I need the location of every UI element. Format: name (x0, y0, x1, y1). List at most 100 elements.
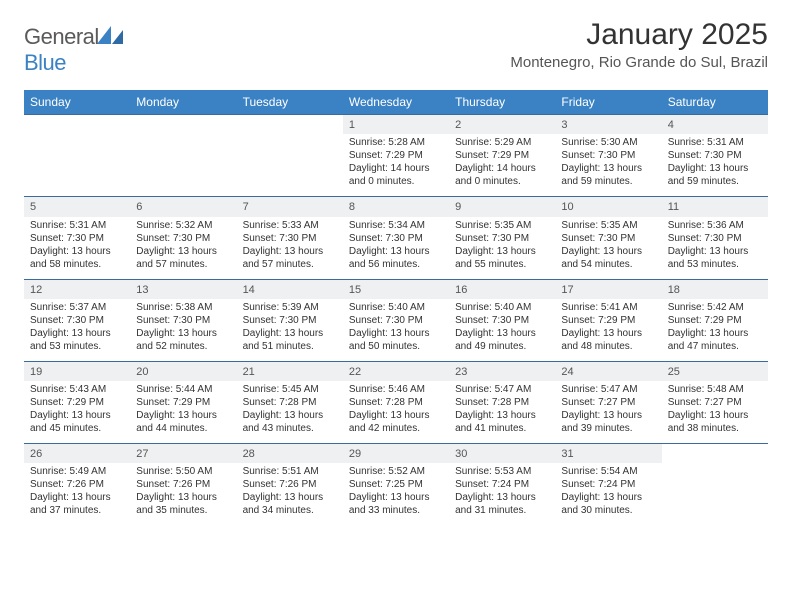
calendar-week: 12Sunrise: 5:37 AMSunset: 7:30 PMDayligh… (24, 279, 768, 361)
day-data: Sunrise: 5:32 AMSunset: 7:30 PMDaylight:… (130, 217, 236, 279)
daylight-line: Daylight: 13 hours and 59 minutes. (561, 162, 655, 188)
day-number: 23 (449, 362, 555, 381)
day-number-empty (237, 115, 343, 133)
calendar-cell: 9Sunrise: 5:35 AMSunset: 7:30 PMDaylight… (449, 197, 555, 279)
sunrise-line: Sunrise: 5:51 AM (243, 465, 337, 478)
calendar-cell: 6Sunrise: 5:32 AMSunset: 7:30 PMDaylight… (130, 197, 236, 279)
day-data: Sunrise: 5:36 AMSunset: 7:30 PMDaylight:… (662, 217, 768, 279)
month-title: January 2025 (510, 18, 768, 52)
logo-sail-icon (97, 24, 123, 42)
calendar-cell: 17Sunrise: 5:41 AMSunset: 7:29 PMDayligh… (555, 279, 661, 361)
calendar-header-row: Sunday Monday Tuesday Wednesday Thursday… (24, 90, 768, 115)
sunset-line: Sunset: 7:30 PM (136, 232, 230, 245)
calendar-cell (24, 115, 130, 197)
day-number: 31 (555, 444, 661, 463)
sunrise-line: Sunrise: 5:47 AM (455, 383, 549, 396)
calendar-week: 19Sunrise: 5:43 AMSunset: 7:29 PMDayligh… (24, 361, 768, 443)
sunrise-line: Sunrise: 5:48 AM (668, 383, 762, 396)
brand-name: GeneralBlue (24, 24, 123, 76)
calendar-cell: 26Sunrise: 5:49 AMSunset: 7:26 PMDayligh… (24, 444, 130, 526)
day-number-empty (24, 115, 130, 133)
day-number: 4 (662, 115, 768, 134)
sunrise-line: Sunrise: 5:28 AM (349, 136, 443, 149)
sunrise-line: Sunrise: 5:41 AM (561, 301, 655, 314)
calendar-cell: 19Sunrise: 5:43 AMSunset: 7:29 PMDayligh… (24, 361, 130, 443)
day-data: Sunrise: 5:49 AMSunset: 7:26 PMDaylight:… (24, 463, 130, 525)
sunset-line: Sunset: 7:27 PM (561, 396, 655, 409)
day-data: Sunrise: 5:44 AMSunset: 7:29 PMDaylight:… (130, 381, 236, 443)
sunset-line: Sunset: 7:28 PM (243, 396, 337, 409)
day-data: Sunrise: 5:43 AMSunset: 7:29 PMDaylight:… (24, 381, 130, 443)
sunrise-line: Sunrise: 5:36 AM (668, 219, 762, 232)
location-subtitle: Montenegro, Rio Grande do Sul, Brazil (510, 54, 768, 71)
day-data: Sunrise: 5:40 AMSunset: 7:30 PMDaylight:… (343, 299, 449, 361)
calendar-cell: 24Sunrise: 5:47 AMSunset: 7:27 PMDayligh… (555, 361, 661, 443)
sunset-line: Sunset: 7:30 PM (136, 314, 230, 327)
sunset-line: Sunset: 7:30 PM (668, 149, 762, 162)
sunrise-line: Sunrise: 5:32 AM (136, 219, 230, 232)
sunrise-line: Sunrise: 5:40 AM (349, 301, 443, 314)
day-number: 8 (343, 197, 449, 216)
daylight-line: Daylight: 13 hours and 57 minutes. (243, 245, 337, 271)
day-data: Sunrise: 5:48 AMSunset: 7:27 PMDaylight:… (662, 381, 768, 443)
sunset-line: Sunset: 7:29 PM (668, 314, 762, 327)
daylight-line: Daylight: 13 hours and 43 minutes. (243, 409, 337, 435)
calendar-cell: 25Sunrise: 5:48 AMSunset: 7:27 PMDayligh… (662, 361, 768, 443)
day-number: 10 (555, 197, 661, 216)
calendar-body: 1Sunrise: 5:28 AMSunset: 7:29 PMDaylight… (24, 115, 768, 526)
sunrise-line: Sunrise: 5:38 AM (136, 301, 230, 314)
daylight-line: Daylight: 13 hours and 42 minutes. (349, 409, 443, 435)
sunset-line: Sunset: 7:30 PM (349, 232, 443, 245)
sunset-line: Sunset: 7:29 PM (136, 396, 230, 409)
sunrise-line: Sunrise: 5:35 AM (455, 219, 549, 232)
day-data: Sunrise: 5:31 AMSunset: 7:30 PMDaylight:… (24, 217, 130, 279)
day-data: Sunrise: 5:50 AMSunset: 7:26 PMDaylight:… (130, 463, 236, 525)
daylight-line: Daylight: 13 hours and 30 minutes. (561, 491, 655, 517)
sunset-line: Sunset: 7:29 PM (561, 314, 655, 327)
calendar-cell: 31Sunrise: 5:54 AMSunset: 7:24 PMDayligh… (555, 444, 661, 526)
calendar-cell: 20Sunrise: 5:44 AMSunset: 7:29 PMDayligh… (130, 361, 236, 443)
daylight-line: Daylight: 13 hours and 33 minutes. (349, 491, 443, 517)
sunset-line: Sunset: 7:29 PM (349, 149, 443, 162)
calendar-cell: 22Sunrise: 5:46 AMSunset: 7:28 PMDayligh… (343, 361, 449, 443)
day-number: 1 (343, 115, 449, 134)
daylight-line: Daylight: 14 hours and 0 minutes. (349, 162, 443, 188)
day-number: 13 (130, 280, 236, 299)
day-data: Sunrise: 5:52 AMSunset: 7:25 PMDaylight:… (343, 463, 449, 525)
sunset-line: Sunset: 7:26 PM (30, 478, 124, 491)
day-number: 2 (449, 115, 555, 134)
day-data: Sunrise: 5:34 AMSunset: 7:30 PMDaylight:… (343, 217, 449, 279)
sunrise-line: Sunrise: 5:45 AM (243, 383, 337, 396)
day-data: Sunrise: 5:40 AMSunset: 7:30 PMDaylight:… (449, 299, 555, 361)
calendar-cell: 29Sunrise: 5:52 AMSunset: 7:25 PMDayligh… (343, 444, 449, 526)
day-number: 11 (662, 197, 768, 216)
sunrise-line: Sunrise: 5:53 AM (455, 465, 549, 478)
day-data: Sunrise: 5:41 AMSunset: 7:29 PMDaylight:… (555, 299, 661, 361)
calendar-cell: 11Sunrise: 5:36 AMSunset: 7:30 PMDayligh… (662, 197, 768, 279)
calendar-cell: 1 Sunrise: 5:28 AMSunset: 7:29 PMDaylight… (343, 115, 449, 197)
sunrise-line: Sunrise: 5:31 AM (668, 136, 762, 149)
day-number: 30 (449, 444, 555, 463)
calendar-cell: 21Sunrise: 5:45 AMSunset: 7:28 PMDayligh… (237, 361, 343, 443)
day-data: Sunrise: 5:53 AMSunset: 7:24 PMDaylight:… (449, 463, 555, 525)
calendar-cell: 14Sunrise: 5:39 AMSunset: 7:30 PMDayligh… (237, 279, 343, 361)
day-data: Sunrise: 5:42 AMSunset: 7:29 PMDaylight:… (662, 299, 768, 361)
calendar-week: 1Sunrise: 5:28 AMSunset: 7:29 PMDaylight… (24, 115, 768, 197)
day-number: 27 (130, 444, 236, 463)
sunrise-line: Sunrise: 5:37 AM (30, 301, 124, 314)
day-data: Sunrise: 5:39 AMSunset: 7:30 PMDaylight:… (237, 299, 343, 361)
sunrise-line: Sunrise: 5:30 AM (561, 136, 655, 149)
sunset-line: Sunset: 7:30 PM (243, 232, 337, 245)
day-data: Sunrise: 5:33 AMSunset: 7:30 PMDaylight:… (237, 217, 343, 279)
sunset-line: Sunset: 7:29 PM (30, 396, 124, 409)
day-number: 17 (555, 280, 661, 299)
calendar-cell (237, 115, 343, 197)
day-number: 28 (237, 444, 343, 463)
calendar-cell: 2Sunrise: 5:29 AMSunset: 7:29 PMDaylight… (449, 115, 555, 197)
day-data: Sunrise: 5:47 AMSunset: 7:27 PMDaylight:… (555, 381, 661, 443)
day-data: Sunrise: 5:54 AMSunset: 7:24 PMDaylight:… (555, 463, 661, 525)
daylight-line: Daylight: 13 hours and 54 minutes. (561, 245, 655, 271)
daylight-line: Daylight: 13 hours and 53 minutes. (30, 327, 124, 353)
day-number: 26 (24, 444, 130, 463)
sunset-line: Sunset: 7:30 PM (561, 232, 655, 245)
